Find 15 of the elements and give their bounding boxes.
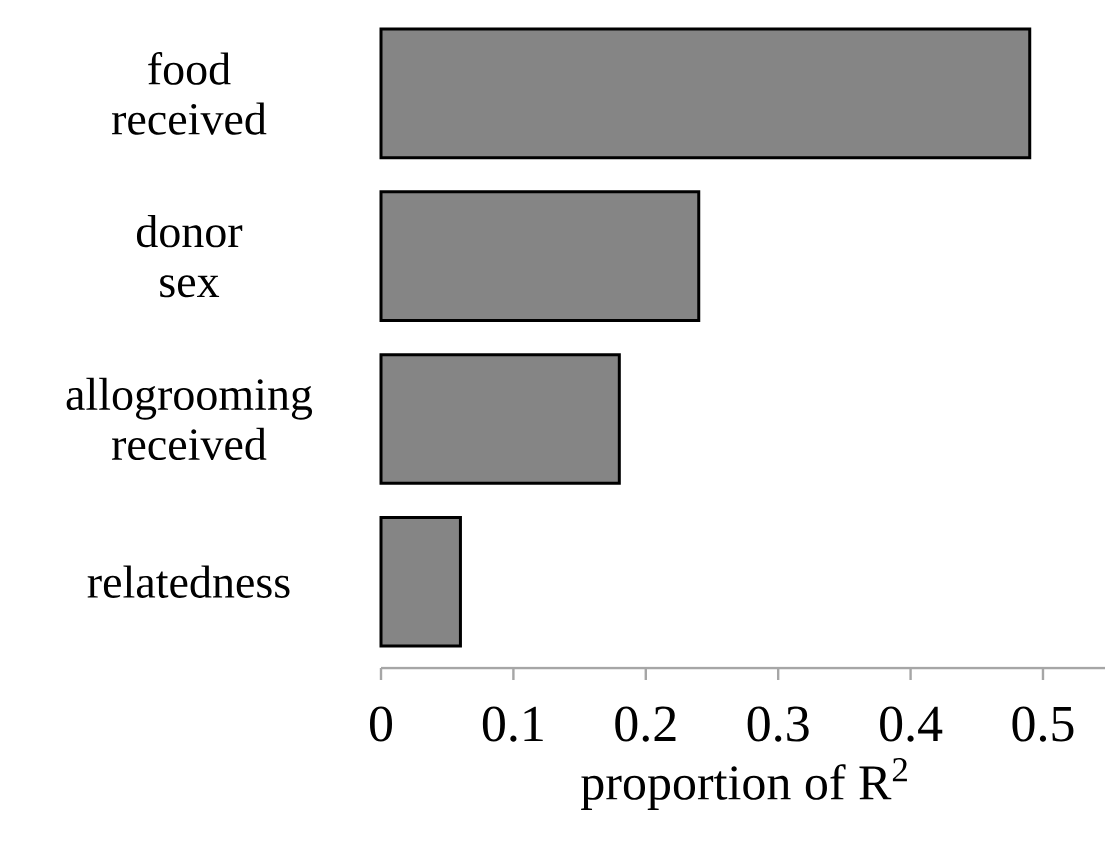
y-tick-label: allogrooming received <box>66 377 313 461</box>
y-tick-label: food received <box>111 51 267 135</box>
y-tick-label: relatedness <box>87 565 290 598</box>
bar <box>379 515 462 648</box>
x-tick-label: 0.3 <box>747 706 809 742</box>
x-axis-title: proportion of R$^{2}$ <box>581 758 907 810</box>
y-tick-label: donor sex <box>136 214 243 298</box>
bar <box>379 190 701 322</box>
bar <box>379 27 1032 160</box>
x-tick-label: 0.5 <box>1012 706 1074 742</box>
x-tick-label: 0 <box>369 706 393 742</box>
x-tick-label: 0.1 <box>482 706 543 742</box>
x-tick-label: 0.2 <box>615 706 676 742</box>
x-tick-label: 0.4 <box>880 706 943 742</box>
bar <box>379 353 621 485</box>
